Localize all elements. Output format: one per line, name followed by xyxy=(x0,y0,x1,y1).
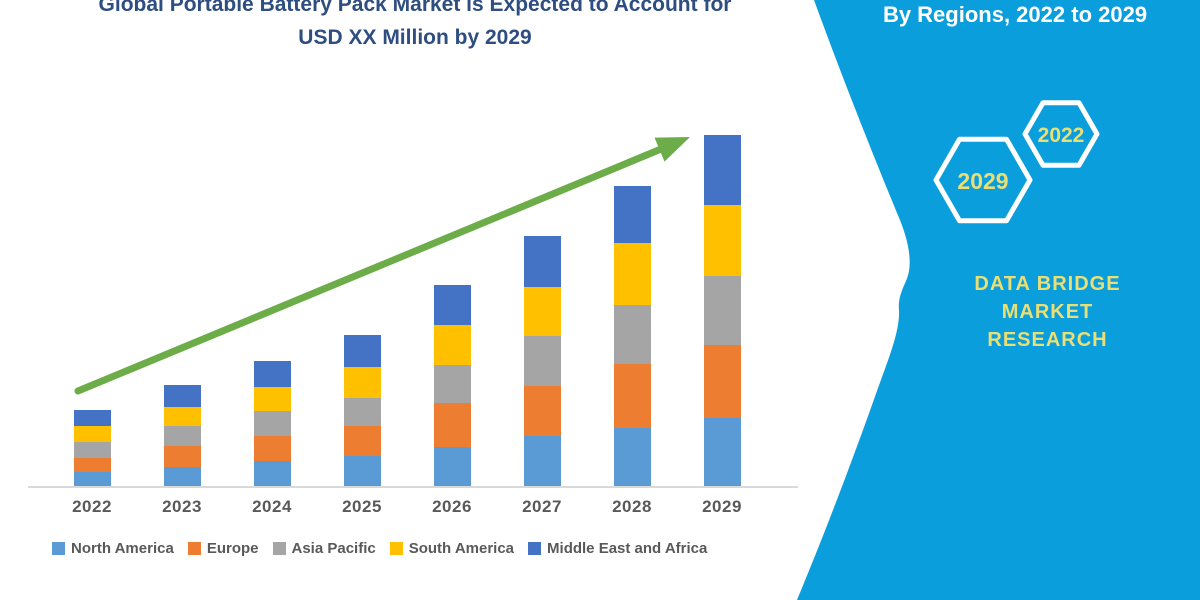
chart-title: Global Portable Battery Pack Market is E… xyxy=(0,0,830,54)
bar-2027 xyxy=(523,236,561,486)
brand-line1: DATA BRIDGE MARKET xyxy=(974,273,1121,323)
brand-name: DATA BRIDGE MARKET RESEARCH xyxy=(930,270,1165,354)
bar-2026-segment-south-america xyxy=(433,325,471,365)
chart-title-line1: Global Portable Battery Pack Market is E… xyxy=(98,0,732,16)
bar-2027-segment-middle-east-and-africa xyxy=(523,236,561,287)
x-tick-2029: 2029 xyxy=(702,497,742,516)
bar-2027-segment-north-america xyxy=(523,436,561,486)
legend-item-north-america: North America xyxy=(52,540,174,557)
hexagon-2022-label: 2022 xyxy=(1038,124,1085,147)
legend-item-asia-pacific: Asia Pacific xyxy=(272,540,376,557)
legend-label: South America xyxy=(408,540,515,557)
bar-2025-segment-asia-pacific xyxy=(343,398,381,426)
bar-2025-segment-middle-east-and-africa xyxy=(343,335,381,367)
bar-2023-segment-middle-east-and-africa xyxy=(163,385,201,407)
bar-2023-segment-north-america xyxy=(163,467,201,486)
bar-2022-segment-europe xyxy=(73,458,111,472)
legend-label: North America xyxy=(71,540,174,557)
bar-2024-segment-south-america xyxy=(253,387,291,411)
bar-2025 xyxy=(343,335,381,486)
bar-2027-segment-south-america xyxy=(523,287,561,336)
bar-2025-segment-south-america xyxy=(343,367,381,398)
bar-2025-segment-europe xyxy=(343,426,381,456)
chart-title-line2: USD XX Million by 2029 xyxy=(298,26,532,49)
x-axis-line xyxy=(28,486,798,488)
bar-2024-segment-middle-east-and-africa xyxy=(253,361,291,387)
x-tick-2025: 2025 xyxy=(342,497,382,516)
bar-2024-segment-europe xyxy=(253,436,291,461)
x-tick-2024: 2024 xyxy=(252,497,292,516)
x-tick-2022: 2022 xyxy=(72,497,112,516)
legend-item-europe: Europe xyxy=(187,540,259,557)
bar-2024-segment-north-america xyxy=(253,461,291,486)
x-tick-2028: 2028 xyxy=(612,497,652,516)
bar-2026-segment-europe xyxy=(433,403,471,447)
legend-swatch-icon xyxy=(272,542,286,555)
legend-swatch-icon xyxy=(52,542,65,555)
bar-2023-segment-asia-pacific xyxy=(163,426,201,446)
bar-2029 xyxy=(703,135,741,486)
bar-2029-segment-middle-east-and-africa xyxy=(703,135,741,205)
legend-item-middle-east-and-africa: Middle East and Africa xyxy=(528,540,707,557)
bar-2028-segment-europe xyxy=(613,364,651,428)
bar-2027-segment-asia-pacific xyxy=(523,336,561,386)
legend-swatch-icon xyxy=(389,542,403,555)
hexagon-badge-2029: 2029 xyxy=(933,136,1033,224)
hexagon-2029-label: 2029 xyxy=(957,168,1008,194)
bar-2028-segment-asia-pacific xyxy=(613,305,651,364)
bar-2029-segment-south-america xyxy=(703,205,741,276)
bar-2022-segment-asia-pacific xyxy=(73,442,111,458)
bar-2028-segment-north-america xyxy=(613,428,651,486)
bar-2025-segment-north-america xyxy=(343,456,381,486)
bar-2029-segment-north-america xyxy=(703,418,741,486)
bar-2029-segment-europe xyxy=(703,345,741,418)
bar-2026 xyxy=(433,285,471,486)
bar-2026-segment-north-america xyxy=(433,447,471,486)
bar-2023 xyxy=(163,385,201,486)
bar-2023-segment-europe xyxy=(163,446,201,467)
bar-2028-segment-south-america xyxy=(613,243,651,305)
legend-label: Asia Pacific xyxy=(291,540,376,557)
bar-2029-segment-asia-pacific xyxy=(703,276,741,345)
bar-2026-segment-middle-east-and-africa xyxy=(433,285,471,325)
bar-2022-segment-middle-east-and-africa xyxy=(73,410,111,426)
bar-2024 xyxy=(253,361,291,486)
x-tick-2026: 2026 xyxy=(432,497,472,516)
bar-2028 xyxy=(613,186,651,486)
bar-2027-segment-europe xyxy=(523,386,561,436)
bar-2026-segment-asia-pacific xyxy=(433,365,471,403)
side-panel-shape xyxy=(797,0,1200,600)
legend-swatch-icon xyxy=(528,542,542,555)
bar-2022-segment-south-america xyxy=(73,426,111,442)
bar-2028-segment-middle-east-and-africa xyxy=(613,186,651,243)
bar-2022 xyxy=(73,410,111,486)
x-tick-2023: 2023 xyxy=(162,497,202,516)
legend-item-south-america: South America xyxy=(389,540,515,557)
bar-2022-segment-north-america xyxy=(73,472,111,486)
side-panel-heading: By Regions, 2022 to 2029 xyxy=(882,2,1148,27)
chart-legend: North America Europe Asia Pacific South Ame… xyxy=(52,540,707,557)
bar-2023-segment-south-america xyxy=(163,407,201,426)
legend-swatch-icon xyxy=(187,542,201,555)
hexagon-badge-2022: 2022 xyxy=(1022,100,1100,168)
legend-label: Europe xyxy=(206,540,259,557)
legend-label: Middle East and Africa xyxy=(547,540,708,557)
bar-2024-segment-asia-pacific xyxy=(253,411,291,436)
brand-line2: RESEARCH xyxy=(987,329,1108,351)
x-tick-2027: 2027 xyxy=(522,497,562,516)
